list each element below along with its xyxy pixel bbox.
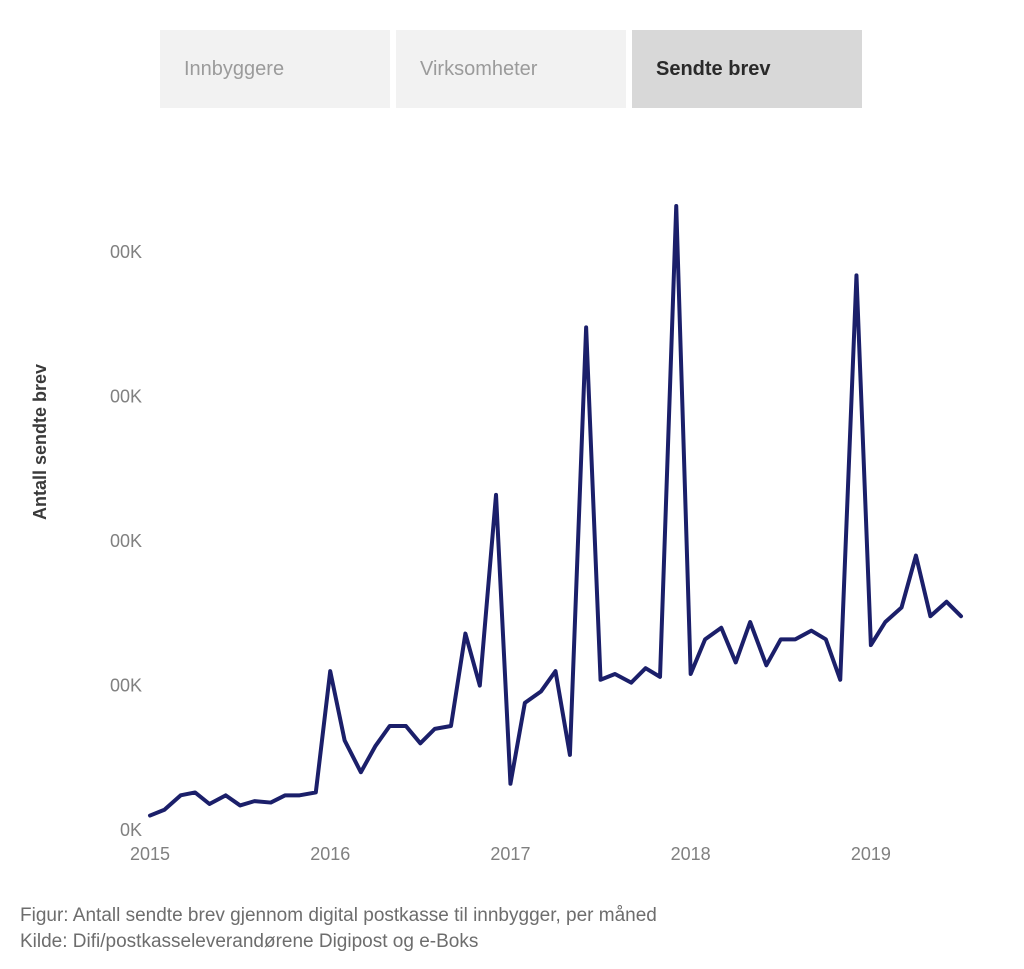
x-tick-label: 2016	[310, 844, 350, 864]
chart-svg: 0K 500K 1000K 1500K 2000K 2015 2016 2017 2018 201…	[110, 170, 980, 870]
x-tick-label: 2017	[490, 844, 530, 864]
x-tick-label: 2019	[851, 844, 891, 864]
caption-line-2: Kilde: Difi/postkasseleverandørene Digip…	[20, 929, 657, 955]
tab-sendte-brev[interactable]: Sendte brev	[632, 30, 862, 108]
chart-line	[150, 206, 961, 816]
caption-line-1: Figur: Antall sendte brev gjennom digita…	[20, 903, 657, 929]
figure-caption: Figur: Antall sendte brev gjennom digita…	[20, 903, 657, 954]
y-tick-label: 500K	[110, 676, 142, 696]
y-tick-label: 1500K	[110, 387, 142, 407]
tab-label: Innbyggere	[184, 58, 284, 81]
page-root: Innbyggere Virksomheter Sendte brev Anta…	[0, 0, 1024, 969]
tab-bar: Innbyggere Virksomheter Sendte brev	[160, 30, 862, 108]
y-axis-label: Antall sendte brev	[30, 364, 51, 520]
x-tick-label: 2018	[671, 844, 711, 864]
y-tick-label: 2000K	[110, 242, 142, 262]
y-tick-label: 1000K	[110, 531, 142, 551]
x-tick-label: 2015	[130, 844, 170, 864]
tab-virksomheter[interactable]: Virksomheter	[396, 30, 626, 108]
tab-label: Sendte brev	[656, 58, 770, 81]
tab-label: Virksomheter	[420, 58, 537, 81]
tab-innbyggere[interactable]: Innbyggere	[160, 30, 390, 108]
line-chart: 0K 500K 1000K 1500K 2000K 2015 2016 2017 2018 201…	[110, 170, 980, 870]
y-tick-label: 0K	[120, 820, 142, 840]
